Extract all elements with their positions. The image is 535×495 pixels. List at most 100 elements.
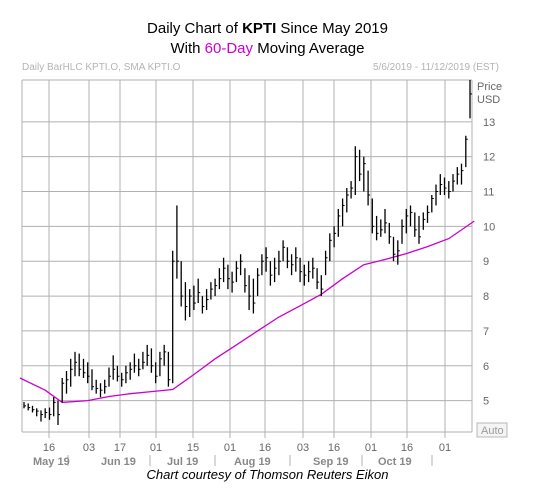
price-bar-97 (435, 184, 438, 206)
month-label-3: Aug 19 (234, 456, 271, 468)
price-bar-3 (36, 408, 39, 417)
price-bar-37 (180, 261, 184, 307)
price-bar-15 (87, 362, 90, 384)
x-tick-label-0: 16 (43, 442, 55, 454)
price-bar-6 (48, 407, 52, 420)
price-bar-65 (299, 257, 303, 283)
price-bar-44 (210, 282, 213, 300)
month-label-1: Jun 19 (101, 456, 136, 468)
price-bar-68 (312, 257, 315, 279)
price-bar-33 (163, 344, 167, 366)
x-axis: 16 03 17 01 15 01 16 03 16 01 16 01 May 19 Jun 19 Jul … (33, 432, 451, 468)
y-tick-label-8: 8 (483, 291, 489, 303)
chart-grid (22, 80, 472, 432)
price-bar-7 (53, 397, 56, 417)
y-tick-label-10: 10 (483, 221, 495, 233)
price-bar-19 (104, 379, 107, 394)
price-bar-50 (235, 261, 239, 283)
price-bar-87 (392, 236, 396, 262)
price-bar-26 (133, 353, 137, 373)
price-bar-38 (184, 282, 188, 321)
title-ticker: KPTI (242, 20, 277, 37)
price-bar-81 (367, 170, 371, 206)
price-bar-89 (401, 219, 404, 244)
price-bars-group (23, 80, 472, 426)
price-bar-10 (65, 371, 69, 394)
price-bar-104 (465, 135, 468, 168)
y-tick-label-7: 7 (483, 326, 489, 338)
price-bar-85 (384, 208, 387, 234)
price-bar-18 (99, 383, 103, 398)
price-bar-57 (265, 247, 269, 272)
price-bar-71 (324, 250, 328, 276)
price-bar-51 (239, 254, 243, 276)
price-bar-0 (23, 402, 26, 409)
y-tick-label-12: 12 (483, 152, 495, 164)
price-bar-96 (431, 195, 434, 213)
price-bar-53 (248, 275, 252, 311)
x-tick-label-2: 17 (114, 442, 126, 454)
price-bar-60 (278, 250, 281, 276)
price-bar-23 (121, 372, 124, 387)
price-bar-46 (218, 268, 222, 290)
month-label-4: Sep 19 (313, 456, 348, 468)
y-tick-label-9: 9 (483, 256, 489, 268)
price-bar-35 (172, 250, 175, 384)
price-bar-86 (388, 222, 392, 244)
price-bar-47 (222, 257, 226, 283)
price-bar-4 (40, 410, 43, 422)
price-bar-11 (70, 358, 73, 387)
price-bar-13 (78, 353, 82, 377)
chart-series-label: Daily BarHLC KPTI.O, SMA KPTI.O (22, 62, 181, 73)
price-bar-39 (189, 289, 192, 317)
chart-date-range: 5/6/2019 - 11/12/2019 (EST) (372, 62, 499, 73)
price-bar-9 (61, 377, 65, 403)
price-bar-17 (95, 379, 99, 394)
price-bar-79 (358, 149, 362, 182)
y-tick-label-11: 11 (483, 187, 494, 199)
sma-60-line (19, 220, 475, 404)
price-bar-5 (44, 408, 48, 419)
price-bar-8 (57, 400, 60, 426)
price-bar-43 (205, 289, 209, 311)
price-bar-54 (252, 278, 256, 314)
sma-line-group (19, 220, 475, 404)
price-bar-55 (256, 268, 260, 297)
price-bar-42 (201, 296, 205, 314)
price-bar-103 (460, 163, 464, 185)
price-bar-48 (227, 264, 230, 290)
price-bar-91 (409, 205, 413, 227)
price-bar-76 (346, 188, 349, 213)
price-bar-102 (456, 167, 460, 185)
price-bar-31 (155, 362, 158, 384)
price-bar-63 (290, 254, 294, 276)
price-bar-83 (375, 215, 379, 241)
price-bar-40 (193, 285, 196, 311)
price-bar-56 (261, 254, 264, 276)
subtitle-prefix: With (170, 40, 205, 57)
price-bar-32 (159, 351, 162, 377)
price-bar-29 (146, 344, 150, 366)
price-bar-66 (303, 264, 307, 286)
price-bar-73 (333, 226, 337, 248)
price-bar-101 (452, 174, 455, 192)
subtitle-suffix: Moving Average (253, 40, 365, 57)
price-bar-95 (426, 205, 430, 223)
price-bar-59 (273, 257, 277, 283)
month-label-5: Oct 19 (378, 456, 412, 468)
price-bar-28 (142, 351, 145, 370)
price-bar-77 (350, 181, 354, 199)
y-tick-label-5: 5 (483, 396, 489, 408)
auto-scale-button[interactable]: Auto (476, 422, 508, 438)
price-bar-90 (405, 208, 409, 234)
y-axis-title-price: Price (477, 81, 502, 93)
price-bar-27 (138, 358, 141, 377)
auto-scale-button-box (476, 422, 508, 438)
x-tick-label-3: 01 (150, 442, 162, 454)
x-tick-label-9: 01 (365, 442, 377, 454)
price-bar-12 (74, 351, 77, 377)
chart-credit: Chart courtesy of Thomson Reuters Eikon (146, 467, 389, 482)
price-bar-41 (197, 278, 201, 304)
price-bar-75 (341, 198, 345, 227)
